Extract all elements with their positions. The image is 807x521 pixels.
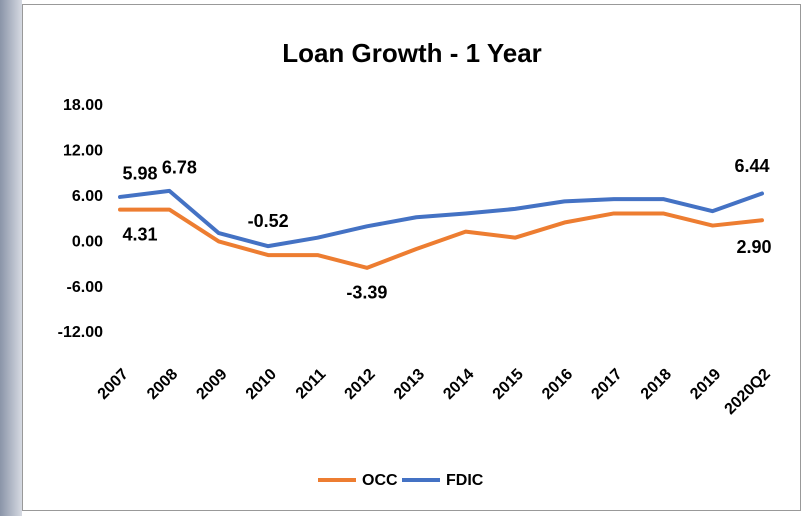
data-label: 4.31 bbox=[122, 224, 157, 244]
side-strip bbox=[0, 0, 22, 516]
y-tick-label: 12.00 bbox=[63, 143, 103, 160]
legend-label: OCC bbox=[362, 472, 398, 489]
y-tick-label: -12.00 bbox=[58, 324, 103, 341]
y-tick-label: 6.00 bbox=[72, 188, 103, 205]
series-line bbox=[118, 188, 764, 249]
chart-title: Loan Growth - 1 Year bbox=[282, 38, 542, 68]
data-label: -3.39 bbox=[346, 283, 387, 303]
y-tick-label: -6.00 bbox=[67, 279, 104, 296]
data-label: 6.78 bbox=[162, 158, 197, 178]
data-label: 6.44 bbox=[734, 156, 769, 176]
series-line bbox=[118, 207, 764, 270]
chart-frame bbox=[22, 4, 801, 511]
data-label: -0.52 bbox=[248, 211, 289, 231]
legend-label: FDIC bbox=[446, 472, 484, 489]
data-label: 5.98 bbox=[122, 164, 157, 184]
data-label: 2.90 bbox=[736, 237, 771, 257]
y-tick-label: 18.00 bbox=[63, 97, 103, 114]
y-tick-label: 0.00 bbox=[72, 233, 103, 250]
